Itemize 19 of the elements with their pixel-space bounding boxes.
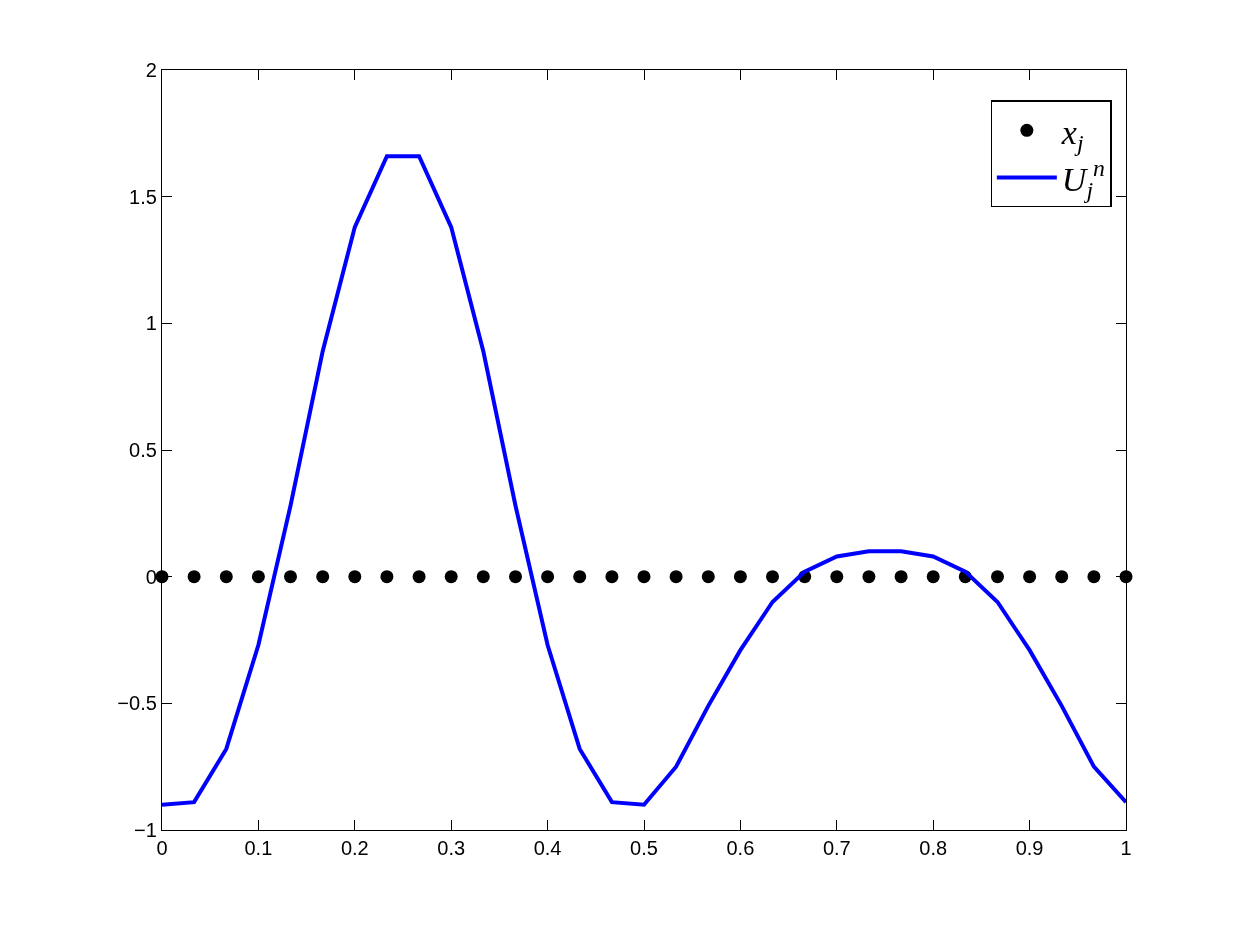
x-tick-label: 0.4 — [533, 837, 562, 860]
x-tick-label: 0.2 — [340, 837, 369, 860]
legend-label: x$_{j}$ — [1060, 113, 1084, 156]
y-tick-label: 0.5 — [129, 439, 157, 461]
x-tick-label: 0.7 — [822, 837, 851, 860]
x-tick-label: 0.9 — [1015, 837, 1044, 860]
x-tick-label: 0.6 — [726, 837, 755, 860]
y-tick-label: 0 — [145, 565, 157, 588]
x-tick-label: 0.1 — [244, 837, 273, 860]
y-tick-label: 1.5 — [129, 185, 157, 208]
x-tick-label: 0.8 — [919, 837, 948, 860]
x-tick-label: 0.3 — [437, 837, 466, 860]
y-tick-label: 2 — [145, 59, 157, 81]
y-tick-label: −0.5 — [117, 692, 157, 715]
x-tick-label: 0.5 — [630, 837, 658, 860]
x-tick-label: 1 — [1120, 837, 1132, 860]
y-tick-label: 1 — [145, 312, 157, 335]
line-series — [162, 154, 1126, 807]
y-tick-label: −1 — [134, 819, 157, 841]
